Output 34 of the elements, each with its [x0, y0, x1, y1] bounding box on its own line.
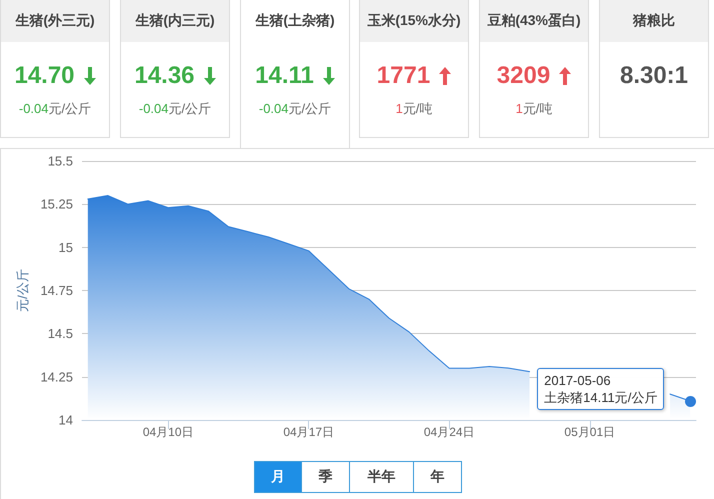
y-tick-label: 14 — [58, 412, 73, 428]
category-label: 豆粕(43%蛋白) — [480, 0, 588, 42]
data-label: 1元/吨 — [516, 101, 552, 116]
range-button[interactable]: 年 — [414, 461, 462, 493]
x-tick-label: 04月10日 — [142, 425, 194, 439]
category-label: 生猪(土杂猪) — [241, 0, 349, 42]
data-label: 14.36 — [134, 62, 195, 90]
annotation: 2017-05-06 土杂猪14.11元/公斤 — [544, 372, 658, 406]
y-tick-label: 14.5 — [48, 326, 73, 342]
data-label: 1元/吨 — [396, 101, 432, 116]
tooltip: 2017-05-06 土杂猪14.11元/公斤 — [537, 368, 664, 410]
data-label: 14.11 — [255, 62, 314, 90]
y-tick-label: 14.25 — [40, 369, 73, 384]
y-tick-label: 15.5 — [48, 154, 73, 168]
range-button[interactable]: 半年 — [350, 461, 414, 493]
x-tick-label: 04月17日 — [283, 425, 334, 439]
x-tick-label: 04月24日 — [424, 425, 475, 439]
y-tick-label: 15 — [58, 240, 73, 255]
data-label: 8.30:1 — [620, 62, 688, 90]
data-label: 1771 — [376, 62, 430, 90]
category-label: 生猪(内三元) — [121, 0, 229, 42]
y-tick-label: 15.25 — [40, 196, 73, 212]
category-label: 猪粮比 — [600, 0, 708, 42]
data-label: 3209 — [496, 62, 550, 90]
data-label: -0.04元/公斤 — [18, 101, 92, 116]
category-label: 生猪(外三元) — [1, 0, 109, 42]
y-axis-title: 元/公斤 — [15, 269, 30, 312]
x-tick-label: 05月01日 — [564, 425, 616, 439]
data-label: -0.04元/公斤 — [138, 101, 212, 116]
data-label: -0.04元/公斤 — [258, 101, 332, 116]
range-button[interactable]: 季 — [302, 461, 350, 493]
y-tick-label: 14.75 — [40, 283, 73, 298]
data-label: 14.70 — [14, 62, 75, 90]
category-label: 玉米(15%水分) — [360, 0, 468, 42]
